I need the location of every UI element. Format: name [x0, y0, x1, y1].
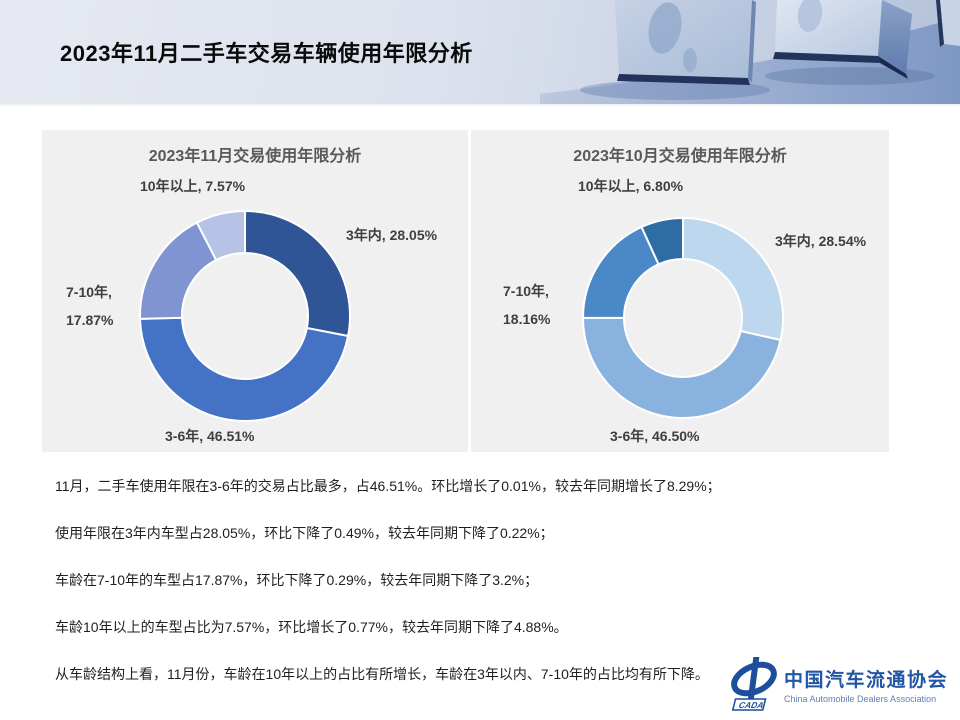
data-label-7-10-years: 7-10年, 18.16% [503, 283, 551, 327]
analysis-line-1: 11月，二手车使用年限在3-6年的交易占比最多，占46.51%。环比增长了0.0… [55, 478, 721, 494]
svg-text:CADA: CADA [738, 700, 765, 710]
donut-segment-10年以上 [640, 216, 684, 266]
organization-name-chinese: 中国汽车流通协会 [784, 669, 949, 691]
analysis-line-5: 从车龄结构上看，11月份，车龄在10年以上的占比有所增长，车龄在3年以内、7-1… [55, 666, 709, 682]
cada-acronym-box: CADA [731, 698, 767, 711]
page-title: 2023年11月二手车交易车辆使用年限分析 [60, 41, 473, 66]
donut-chart-october [581, 216, 784, 419]
data-label-3-6-years: 3-6年, 46.50% [610, 428, 700, 444]
donut-segment-3年内 [682, 216, 784, 342]
donut-segment-3年内 [244, 209, 351, 338]
analysis-text-block: 11月，二手车使用年限在3-6年的交易占比最多，占46.51%。环比增长了0.0… [55, 476, 915, 711]
data-label-3-6-years: 3-6年, 46.51% [165, 428, 255, 444]
data-label-10plus-years: 10年以上, 6.80% [578, 178, 684, 194]
analysis-line-4: 车龄10年以上的车型占比为7.57%，环比增长了0.77%，较去年同期下降了4.… [55, 619, 568, 635]
organization-name-english: China Automobile Dealers Association [784, 693, 937, 704]
data-label-within-3-years: 3年内, 28.05% [346, 227, 438, 243]
organization-logo: CADA 中国汽车流通协会 China Automobile Dealers A… [728, 655, 956, 713]
donut-segment-3-6年 [581, 316, 782, 419]
header-cubes-decoration [540, 0, 960, 104]
donut-segment-10年以上 [195, 209, 246, 262]
chart-title-october: 2023年10月交易使用年限分析 [573, 148, 787, 165]
chart-panel-october: 2023年10月交易使用年限分析 10年以上, 6.80% 3年内, 28.54… [471, 130, 889, 452]
data-label-7-10-years: 7-10年, 17.87% [66, 284, 114, 328]
data-label-10plus-years: 10年以上, 7.57% [140, 178, 246, 194]
data-label-within-3-years: 3年内, 28.54% [775, 233, 867, 249]
donut-segment-3-6年 [139, 316, 350, 422]
chart-title-november: 2023年11月交易使用年限分析 [148, 148, 362, 165]
chart-panel-november: 2023年11月交易使用年限分析 10年以上, 7.57% 3年内, 28.05… [42, 130, 468, 452]
donut-chart-november [139, 209, 351, 422]
analysis-line-2: 使用年限在3年内车型占28.05%，环比下降了0.49%，较去年同期下降了0.2… [55, 525, 554, 541]
header-banner: 2023年11月二手车交易车辆使用年限分析 [0, 0, 960, 106]
cada-logo-icon: CADA [731, 657, 777, 711]
analysis-line-3: 车龄在7-10年的车型占17.87%，环比下降了0.29%，较去年同期下降了3.… [55, 572, 539, 588]
